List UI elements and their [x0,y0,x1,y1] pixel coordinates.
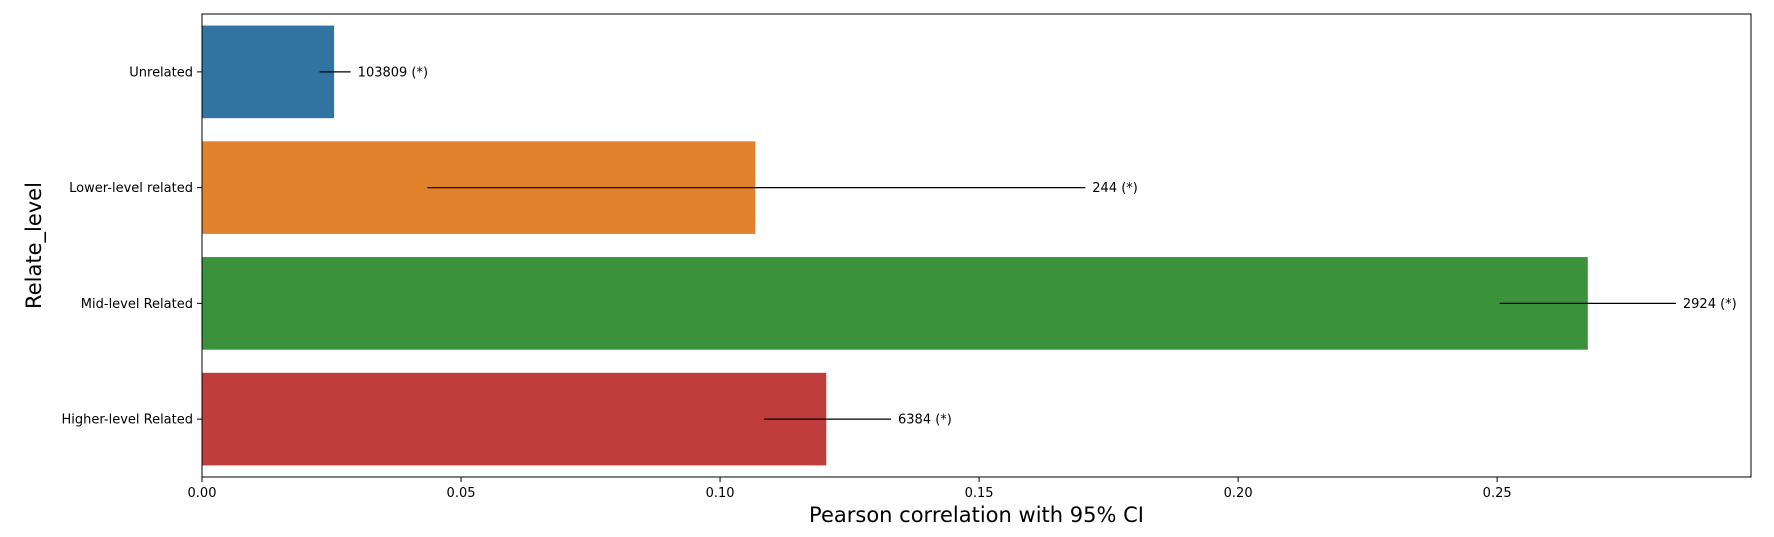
x-tick-label: 0.25 [1483,486,1512,501]
y-tick-label-higher-level-related: Higher-level Related [62,413,194,428]
error-bars-layer [319,71,1676,420]
x-tick-label: 0.15 [965,486,994,501]
bar-higher-level-related [202,372,827,466]
x-tick-label: 0.10 [706,486,735,501]
x-axis-title: Pearson correlation with 95% CI [809,503,1144,527]
y-tick-label-mid-level-related: Mid-level Related [81,297,193,312]
y-tick-label-unrelated: Unrelated [129,65,193,80]
data-label-higher-level-related: 6384 (*) [898,413,952,428]
plot-frame [201,13,1752,478]
y-axis-title: Relate_level [22,182,47,309]
bar-mid-level-related [202,257,1588,350]
data-label-unrelated: 103809 (*) [358,65,428,80]
x-tick-label: 0.20 [1224,486,1253,501]
x-axis: 0.00 0.05 0.10 0.15 0.20 0.25 [188,477,1512,501]
y-tick-label-lower-level-related: Lower-level related [69,181,193,196]
data-label-lower-level-related: 244 (*) [1092,181,1138,196]
x-tick-label: 0.05 [447,486,476,501]
data-labels-layer: 103809 (*) 244 (*) 2924 (*) 6384 (*) [358,65,1737,427]
bars-layer [202,25,1588,466]
y-axis: Unrelated Lower-level related Mid-level Re… [62,65,202,428]
data-label-mid-level-related: 2924 (*) [1683,297,1737,312]
bar-unrelated [202,25,335,119]
x-tick-label: 0.00 [188,486,217,501]
